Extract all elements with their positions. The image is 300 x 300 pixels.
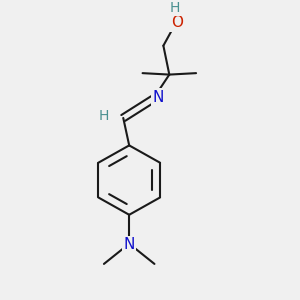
- Text: H: H: [170, 1, 181, 15]
- Text: O: O: [171, 15, 183, 30]
- Text: H: H: [99, 110, 109, 124]
- Text: N: N: [152, 90, 164, 105]
- Text: N: N: [124, 237, 135, 252]
